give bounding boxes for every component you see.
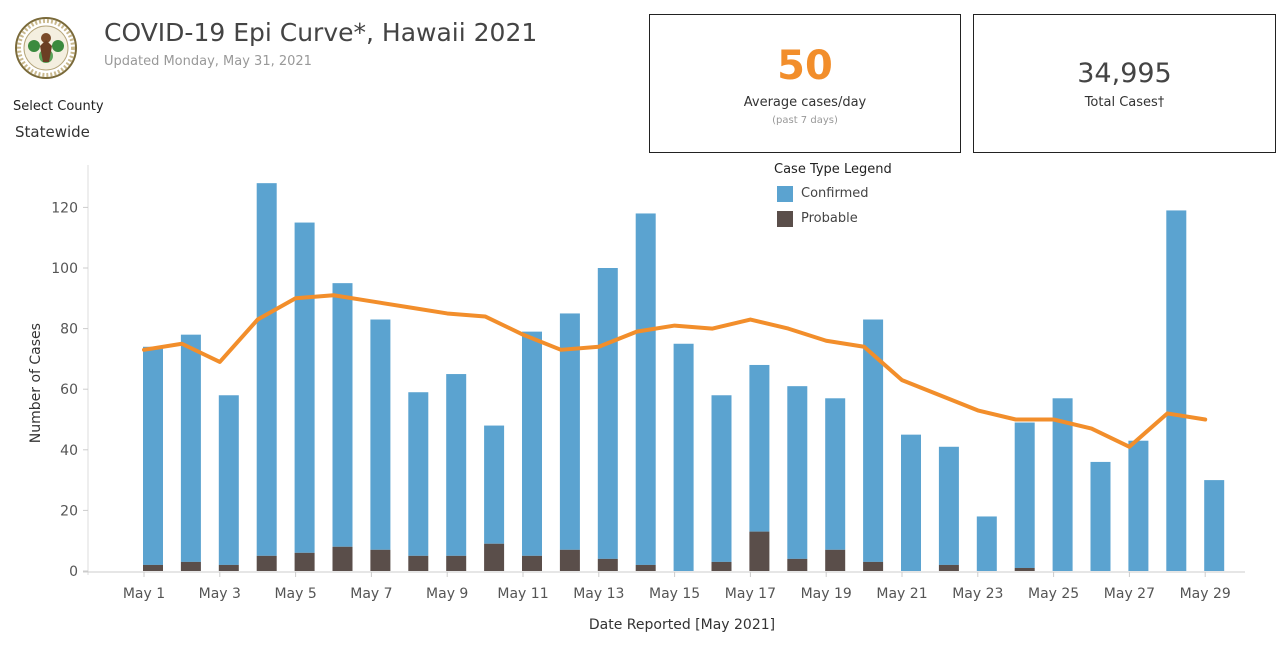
bar-probable[interactable] (749, 531, 770, 571)
bar-probable[interactable] (559, 549, 580, 571)
x-tick-label: May 17 (725, 586, 776, 602)
hawaii-doh-seal-logo (15, 17, 77, 79)
y-tick-label: 0 (69, 564, 78, 580)
legend-item-probable[interactable]: Probable (774, 206, 892, 231)
bar-probable[interactable] (635, 564, 656, 571)
average-line (142, 293, 1208, 449)
bar-confirmed[interactable] (294, 222, 315, 553)
bar-probable[interactable] (370, 549, 391, 571)
legend-title: Case Type Legend (774, 162, 892, 177)
total-cases-card: 34,995 Total Cases† (973, 14, 1276, 153)
y-tick-label: 120 (51, 200, 78, 216)
legend-swatch-probable (777, 210, 793, 227)
bar-confirmed[interactable] (1166, 210, 1187, 571)
total-cases-label: Total Cases† (1084, 95, 1165, 110)
epi-curve-chart: 0 20 40 60 80 100 120 May 1 May 3 May 5 May 7 May 9… (28, 165, 1245, 633)
bar-confirmed[interactable] (1052, 398, 1073, 571)
x-tick-label: May 3 (199, 586, 241, 602)
county-filter-label: Select County (13, 99, 104, 114)
average-cases-value: 50 (777, 43, 833, 89)
x-tick-label: May 21 (876, 586, 927, 602)
x-tick-label: May 11 (497, 586, 548, 602)
average-cases-label: Average cases/day (743, 95, 867, 110)
x-tick-label: May 25 (1028, 586, 1079, 602)
x-tick-label: May 19 (801, 586, 852, 602)
y-tick-label: 60 (60, 382, 78, 398)
bar-confirmed[interactable] (180, 334, 201, 562)
bar-confirmed[interactable] (938, 446, 959, 565)
legend-label-confirmed: Confirmed (801, 186, 869, 201)
x-tick-label: May 1 (123, 586, 165, 602)
bar-confirmed[interactable] (635, 213, 656, 565)
x-tick-label: May 9 (426, 586, 468, 602)
bar-confirmed[interactable] (559, 313, 580, 550)
bar-confirmed[interactable] (749, 364, 770, 532)
bar-confirmed[interactable] (597, 268, 618, 559)
total-cases-value: 34,995 (1077, 58, 1172, 89)
x-tick-label: May 27 (1104, 586, 1155, 602)
x-tick-label: May 13 (573, 586, 624, 602)
bar-confirmed[interactable] (1128, 440, 1149, 571)
bar-confirmed[interactable] (446, 374, 467, 556)
bar-confirmed[interactable] (1014, 422, 1035, 568)
legend-item-confirmed[interactable]: Confirmed (774, 181, 892, 206)
bar-confirmed[interactable] (256, 183, 277, 556)
bar-probable[interactable] (446, 555, 467, 571)
bar-confirmed[interactable] (863, 319, 884, 562)
bar-confirmed[interactable] (408, 392, 429, 556)
bar-confirmed[interactable] (1204, 480, 1225, 571)
bar-confirmed[interactable] (1090, 461, 1111, 571)
x-tick-label: May 23 (952, 586, 1003, 602)
y-tick-label: 80 (60, 322, 78, 338)
bar-confirmed[interactable] (787, 386, 808, 559)
x-tick-label: May 7 (350, 586, 392, 602)
bar-confirmed[interactable] (673, 343, 694, 571)
average-cases-card: 50 Average cases/day (past 7 days) (649, 14, 961, 153)
bar-probable[interactable] (180, 561, 201, 571)
x-tick-label: May 5 (274, 586, 316, 602)
bar-confirmed[interactable] (711, 395, 732, 562)
bar-probable[interactable] (408, 555, 429, 571)
bar-probable[interactable] (143, 564, 163, 571)
bar-probable[interactable] (332, 546, 353, 571)
bar-confirmed[interactable] (370, 319, 391, 550)
x-tick-label: May 15 (649, 586, 700, 602)
x-tick-label: May 29 (1180, 586, 1231, 602)
bar-probable[interactable] (863, 561, 884, 571)
bar-probable[interactable] (522, 555, 542, 571)
bar-probable[interactable] (787, 558, 808, 571)
x-axis-title: Date Reported [May 2021] (589, 617, 775, 633)
bar-confirmed[interactable] (522, 331, 542, 556)
bar-probable[interactable] (1014, 567, 1035, 571)
updated-date: Updated Monday, May 31, 2021 (104, 54, 312, 69)
y-axis-title: Number of Cases (28, 323, 44, 443)
average-cases-note: (past 7 days) (772, 115, 838, 126)
bar-confirmed[interactable] (484, 425, 505, 544)
bar-probable[interactable] (256, 555, 277, 571)
bar-probable[interactable] (825, 549, 846, 571)
page-title: COVID-19 Epi Curve*, Hawaii 2021 (104, 18, 538, 47)
y-tick-label: 100 (51, 261, 78, 277)
bar-confirmed[interactable] (218, 395, 239, 565)
bar-confirmed[interactable] (332, 283, 353, 547)
y-tick-label: 40 (60, 443, 78, 459)
bar-probable[interactable] (484, 543, 505, 571)
case-type-legend: Case Type Legend Confirmed Probable (774, 162, 892, 231)
bar-probable[interactable] (938, 564, 959, 571)
bar-confirmed[interactable] (976, 516, 997, 571)
legend-label-probable: Probable (801, 211, 858, 226)
bar-probable[interactable] (218, 564, 239, 571)
bar-confirmed[interactable] (143, 346, 163, 565)
y-tick-label: 20 (60, 503, 78, 519)
bar-confirmed[interactable] (901, 434, 921, 571)
county-filter-select[interactable]: Statewide (15, 123, 90, 141)
bar-probable[interactable] (597, 558, 618, 571)
bar-probable[interactable] (294, 552, 315, 571)
bar-confirmed[interactable] (825, 398, 846, 550)
bar-probable[interactable] (711, 561, 732, 571)
legend-swatch-confirmed (777, 185, 793, 202)
